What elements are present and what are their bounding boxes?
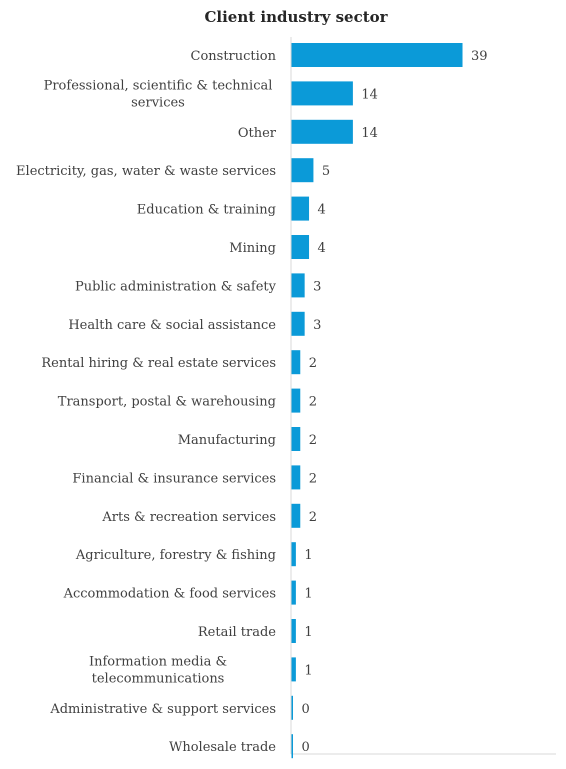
data-label: 14 bbox=[361, 126, 378, 141]
bar bbox=[291, 311, 305, 336]
data-label: 3 bbox=[313, 279, 321, 294]
bar bbox=[291, 619, 296, 643]
category-label: Manufacturing bbox=[178, 433, 276, 448]
bar bbox=[291, 273, 305, 298]
category-label: Arts & recreation services bbox=[101, 510, 276, 525]
bar bbox=[291, 158, 314, 183]
chart-title: Client industry sector bbox=[204, 8, 388, 26]
bar bbox=[291, 43, 463, 67]
category-label: Construction bbox=[191, 49, 277, 64]
category-label: Administrative & support services bbox=[49, 702, 276, 717]
bar bbox=[291, 580, 296, 605]
data-label: 1 bbox=[304, 625, 312, 640]
category-label: Agriculture, forestry & fishing bbox=[75, 548, 276, 563]
category-label: Retail trade bbox=[198, 625, 276, 640]
bar bbox=[291, 657, 296, 682]
data-label: 2 bbox=[309, 433, 317, 448]
data-label: 14 bbox=[361, 87, 378, 102]
data-label: 2 bbox=[309, 395, 317, 410]
category-label: Education & training bbox=[137, 203, 276, 218]
data-label: 4 bbox=[318, 241, 326, 256]
data-label: 2 bbox=[309, 356, 317, 371]
data-label: 4 bbox=[318, 203, 326, 218]
bar bbox=[291, 388, 301, 413]
bar bbox=[291, 235, 310, 259]
bar bbox=[291, 542, 296, 567]
data-label: 5 bbox=[322, 164, 330, 179]
category-label: Health care & social assistance bbox=[68, 318, 276, 333]
category-label: Professional, scientific & technical serv… bbox=[44, 78, 273, 110]
bar bbox=[291, 465, 301, 490]
data-label: 3 bbox=[313, 318, 321, 333]
data-label: 1 bbox=[304, 663, 312, 678]
category-label: Electricity, gas, water & waste services bbox=[16, 164, 276, 179]
data-label: 2 bbox=[309, 510, 317, 525]
bar bbox=[291, 81, 353, 106]
plot-area: Construction 39 Professional, scientific &… bbox=[16, 37, 556, 759]
bar bbox=[291, 695, 293, 720]
bar bbox=[291, 350, 301, 375]
data-label: 1 bbox=[304, 587, 312, 602]
category-label: Transport, postal & warehousing bbox=[58, 395, 276, 410]
category-label: Financial & insurance services bbox=[72, 471, 276, 486]
category-label: Accommodation & food services bbox=[63, 587, 276, 602]
category-label: Wholesale trade bbox=[169, 740, 276, 755]
category-label: Information media & telecommunications bbox=[89, 654, 227, 686]
category-label: Other bbox=[238, 126, 277, 141]
category-label: Public administration & safety bbox=[75, 279, 277, 294]
category-label: Rental hiring & real estate services bbox=[41, 356, 276, 371]
category-label: Mining bbox=[229, 241, 276, 256]
bar bbox=[291, 427, 301, 451]
data-label: 2 bbox=[309, 471, 317, 486]
data-label: 0 bbox=[302, 702, 310, 717]
data-label: 1 bbox=[304, 548, 312, 563]
bar bbox=[291, 196, 310, 221]
data-label: 39 bbox=[471, 49, 488, 64]
bar bbox=[291, 503, 301, 528]
bar bbox=[291, 734, 293, 759]
data-label: 0 bbox=[302, 740, 310, 755]
bar bbox=[291, 119, 353, 144]
